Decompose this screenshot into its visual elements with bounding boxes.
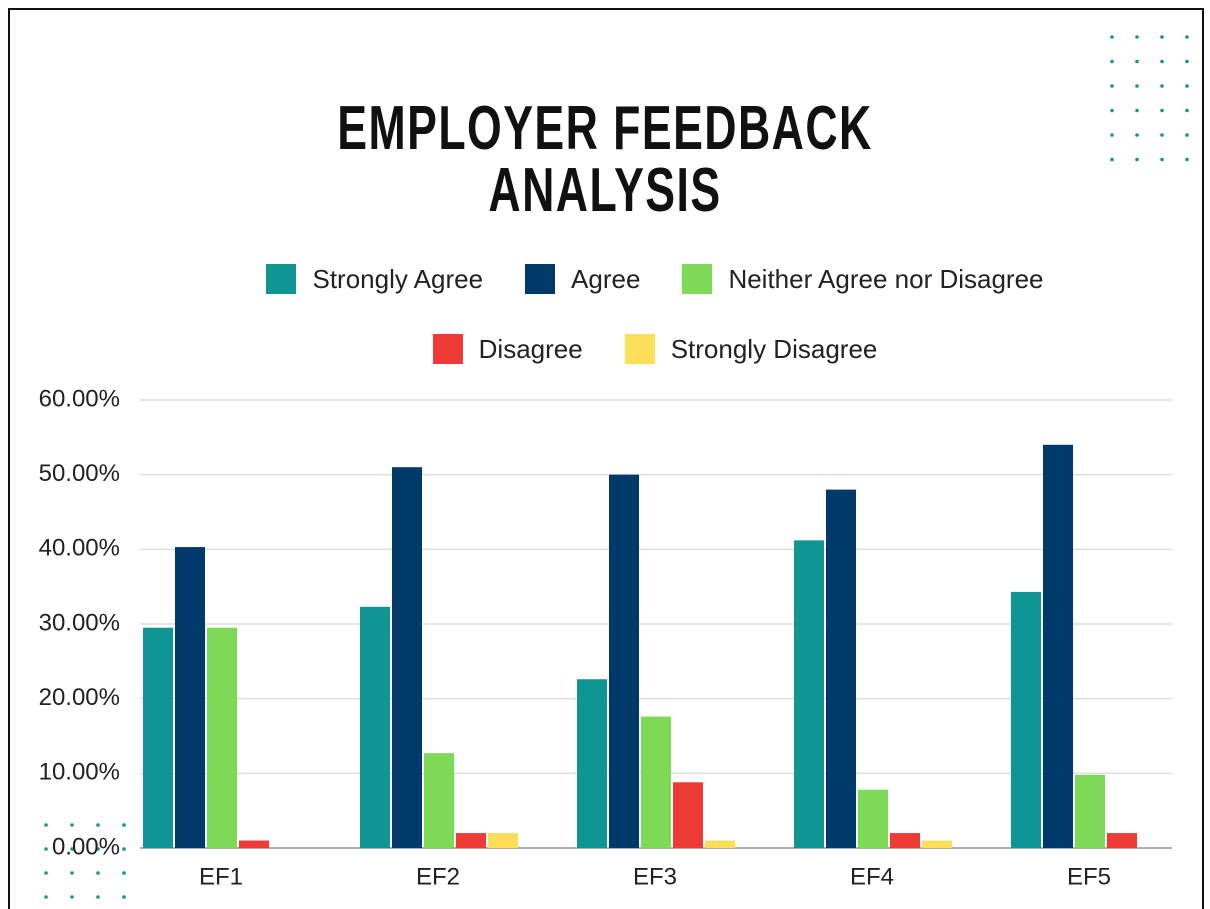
decor-dot <box>1185 108 1189 113</box>
x-tick-label: EF5 <box>1067 863 1111 890</box>
decor-dot <box>1110 35 1114 39</box>
bar <box>1075 774 1105 848</box>
bar <box>1011 591 1041 848</box>
decor-dot <box>1110 84 1114 88</box>
decor-dot <box>1185 133 1189 137</box>
decor-dot <box>1160 35 1164 39</box>
decor-dot <box>1135 59 1139 64</box>
y-tick-label: 10.00% <box>39 759 120 786</box>
y-tick-label: 40.00% <box>39 535 120 562</box>
decor-dot <box>1160 84 1164 88</box>
bar <box>609 474 639 848</box>
decor-dot <box>1160 108 1164 113</box>
decor-dot <box>1135 133 1139 137</box>
bar <box>641 716 671 848</box>
x-tick-label: EF2 <box>416 863 460 890</box>
decor-dot <box>1135 84 1139 88</box>
decor-dot <box>1135 157 1139 162</box>
decor-dot <box>70 823 74 827</box>
decor-dot <box>1185 157 1189 162</box>
decor-dot <box>70 895 74 899</box>
legend-label: Strongly Disagree <box>670 333 878 364</box>
bar <box>858 789 888 848</box>
bar <box>143 627 173 848</box>
decor-dot <box>1185 84 1189 88</box>
legend-swatch <box>624 334 655 364</box>
legend-item: Strongly Agree <box>266 262 483 296</box>
bar <box>175 547 205 848</box>
decor-dot <box>1135 108 1139 113</box>
legend-swatch <box>266 264 297 294</box>
y-tick-label: 0.00% <box>52 833 120 860</box>
x-tick-label: EF4 <box>850 863 894 890</box>
bar <box>207 627 237 848</box>
bar <box>673 782 703 848</box>
decor-dot <box>44 895 48 899</box>
decor-dot <box>1110 108 1114 113</box>
legend-swatch <box>525 264 556 294</box>
bar <box>488 833 518 848</box>
decor-dot <box>1160 157 1164 162</box>
frame <box>8 8 1204 909</box>
decor-dot <box>1135 35 1139 39</box>
bar <box>239 840 269 848</box>
bar <box>1043 444 1073 848</box>
decor-dot <box>44 823 48 827</box>
legend-item: Agree <box>525 262 640 296</box>
bar <box>577 679 607 848</box>
bar <box>890 833 920 848</box>
bar <box>922 840 952 848</box>
decor-dot <box>96 895 100 899</box>
decor-dot <box>1110 133 1114 137</box>
decor-dot <box>96 847 100 851</box>
bar <box>424 753 454 848</box>
decor-dot <box>1160 59 1164 64</box>
decor-dot <box>96 823 100 827</box>
bar <box>705 840 735 848</box>
chart-title: EMPLOYER FEEDBACK ANALYSIS <box>337 94 873 225</box>
legend-item: Neither Agree nor Disagree <box>682 262 1044 296</box>
legend-label: Agree <box>571 263 641 294</box>
bar <box>392 467 422 848</box>
y-tick-label: 20.00% <box>39 684 120 711</box>
decor-dot <box>1110 59 1114 64</box>
legend-label: Neither Agree nor Disagree <box>728 263 1044 294</box>
legend: Strongly Agree Agree Neither Agree nor Dis… <box>180 262 1130 366</box>
bar <box>826 489 856 848</box>
decor-dot <box>1160 133 1164 137</box>
legend-swatch <box>682 264 713 294</box>
decor-dot <box>70 847 74 851</box>
legend-item: Disagree <box>432 332 583 366</box>
legend-label: Disagree <box>478 333 583 364</box>
bar <box>360 606 390 848</box>
decor-dot <box>44 847 48 851</box>
decor-dot <box>122 871 126 875</box>
bar <box>1107 833 1137 848</box>
x-tick-label: EF3 <box>633 863 677 890</box>
decor-dot <box>1110 157 1114 162</box>
bar <box>794 540 824 848</box>
y-tick-label: 50.00% <box>39 460 120 487</box>
decor-dot <box>1185 59 1189 64</box>
legend-swatch <box>432 334 463 364</box>
decor-dot <box>122 895 126 899</box>
decor-dot <box>44 871 48 875</box>
y-tick-label: 30.00% <box>39 609 120 636</box>
decor-dot <box>70 871 74 875</box>
legend-item: Strongly Disagree <box>624 332 878 366</box>
bar <box>456 833 486 848</box>
x-tick-label: EF1 <box>199 863 243 890</box>
decor-dot <box>122 847 126 851</box>
decor-dot <box>1185 35 1189 39</box>
y-tick-label: 60.00% <box>39 385 120 412</box>
decor-dot <box>96 871 100 875</box>
legend-label: Strongly Agree <box>312 263 484 294</box>
decor-dot <box>122 823 126 827</box>
